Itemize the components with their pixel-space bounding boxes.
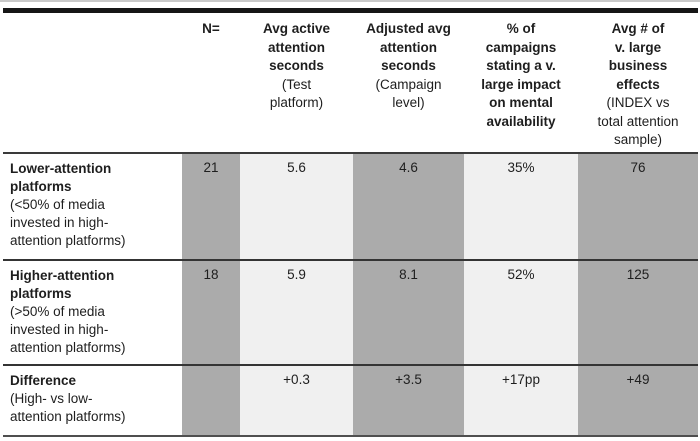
header-cell-avg-business-effects: Avg # of v. large business effects (INDE… (578, 20, 698, 152)
cell-pct-campaigns: +17pp (464, 366, 578, 435)
header-cell-n: N= (182, 20, 240, 152)
cell-adjusted-avg-attention: 8.1 (353, 261, 464, 364)
header-cell-empty (3, 20, 182, 152)
cell-n: 21 (182, 154, 240, 259)
cell-value: 21 (203, 160, 219, 175)
header-note: (Test platform) (269, 76, 324, 111)
cell-value: +49 (626, 372, 650, 387)
cell-value: +0.3 (283, 372, 310, 387)
cell-value: 35% (507, 160, 535, 175)
table-row-difference: Difference (High- vs low- attention plat… (3, 366, 698, 437)
cell-value: 76 (630, 160, 646, 175)
row-note: (<50% of media invested in high- attenti… (10, 197, 126, 248)
cell-adjusted-avg-attention: +3.5 (353, 366, 464, 435)
cell-value: 52% (507, 267, 535, 282)
table-top-border (3, 8, 698, 13)
table-header-row: N= Avg active attention seconds (Test pl… (3, 13, 698, 154)
cell-value: 5.9 (287, 267, 306, 282)
cell-avg-active-attention: 5.6 (240, 154, 353, 259)
row-label: Higher-attention platforms (10, 268, 115, 301)
cell-pct-campaigns: 35% (464, 154, 578, 259)
table-row-lower-attention: Lower-attention platforms (<50% of media… (3, 154, 698, 261)
row-label: Difference (10, 373, 77, 388)
header-cell-adjusted-avg-attention: Adjusted avg attention seconds (Campaign… (353, 20, 464, 152)
header-title: % of campaigns stating a v. large impact… (481, 21, 561, 129)
header-cell-pct-campaigns-mental-availability: % of campaigns stating a v. large impact… (464, 20, 578, 152)
row-label-cell: Higher-attention platforms (>50% of medi… (3, 261, 182, 364)
cell-n: 18 (182, 261, 240, 364)
row-note: (High- vs low- attention platforms) (10, 391, 126, 424)
row-note: (>50% of media invested in high- attenti… (10, 304, 126, 355)
cell-value: 8.1 (399, 267, 418, 282)
cell-business-effects-index: 125 (578, 261, 698, 364)
cell-business-effects-index: 76 (578, 154, 698, 259)
header-cell-avg-active-attention: Avg active attention seconds (Test platf… (240, 20, 353, 152)
cell-value: 5.6 (287, 160, 306, 175)
cell-avg-active-attention: +0.3 (240, 366, 353, 435)
header-title: Avg # of v. large business effects (608, 21, 668, 92)
cell-pct-campaigns: 52% (464, 261, 578, 364)
cell-value: +3.5 (395, 372, 422, 387)
cell-value: 4.6 (399, 160, 418, 175)
row-label-cell: Lower-attention platforms (<50% of media… (3, 154, 182, 259)
row-label: Lower-attention platforms (10, 161, 112, 194)
cell-adjusted-avg-attention: 4.6 (353, 154, 464, 259)
top-hairline (0, 0, 700, 2)
header-title: Avg active attention seconds (262, 21, 331, 73)
cell-business-effects-index: +49 (578, 366, 698, 435)
row-label-cell: Difference (High- vs low- attention plat… (3, 366, 182, 435)
cell-value: +17pp (502, 372, 540, 387)
cell-avg-active-attention: 5.9 (240, 261, 353, 364)
cell-value: 18 (203, 267, 219, 282)
table-row-higher-attention: Higher-attention platforms (>50% of medi… (3, 261, 698, 366)
header-note: (INDEX vs total attention sample) (597, 95, 679, 147)
header-note: (Campaign level) (375, 76, 442, 111)
cell-value: 125 (626, 267, 650, 282)
header-title: Adjusted avg attention seconds (366, 21, 451, 73)
attention-metrics-table: N= Avg active attention seconds (Test pl… (3, 8, 698, 437)
header-title: N= (202, 21, 220, 36)
cell-n (182, 366, 240, 435)
